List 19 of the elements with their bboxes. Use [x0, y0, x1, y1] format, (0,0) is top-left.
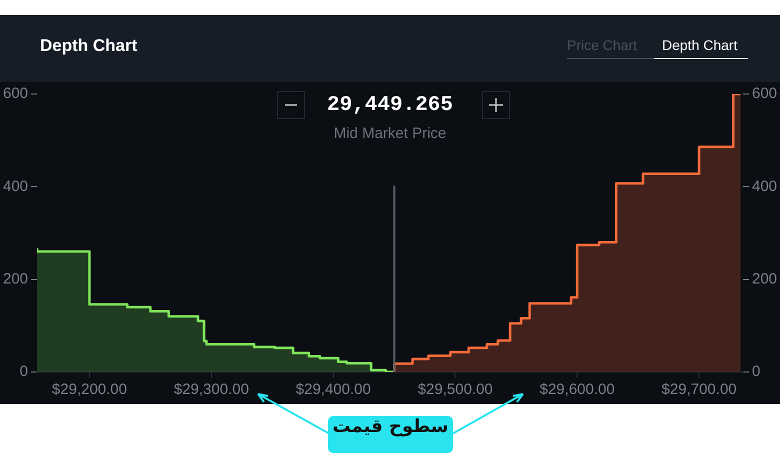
- y2-tick-label: 0: [752, 363, 760, 380]
- y-tick-label: 600: [2, 85, 28, 102]
- y2-tick-label: 200: [752, 270, 778, 288]
- y2-tick-label: 600: [752, 85, 778, 102]
- y-tick-label: 400: [2, 178, 28, 195]
- y2-tick-label: 400: [752, 178, 778, 195]
- x-tick-label: $29,300.00: [174, 381, 249, 398]
- x-tick-label: $29,600.00: [540, 381, 615, 398]
- x-tick-label: $29,400.00: [296, 381, 371, 398]
- y-tick-label: 200: [2, 270, 28, 288]
- x-tick-label: $29,500.00: [418, 381, 493, 398]
- text: سطوح قیمت: [328, 416, 453, 453]
- x-tick-label: $29,700.00: [662, 381, 737, 398]
- annotation: Mid Market Price: [332, 125, 448, 142]
- x-tick-label: $29,200.00: [52, 381, 127, 398]
- y-tick-label: 0: [20, 363, 28, 380]
- annotation: 29,449.265: [326, 94, 454, 117]
- text: Depth Chart: [654, 37, 748, 59]
- chart-title: Depth Chart: [40, 36, 138, 56]
